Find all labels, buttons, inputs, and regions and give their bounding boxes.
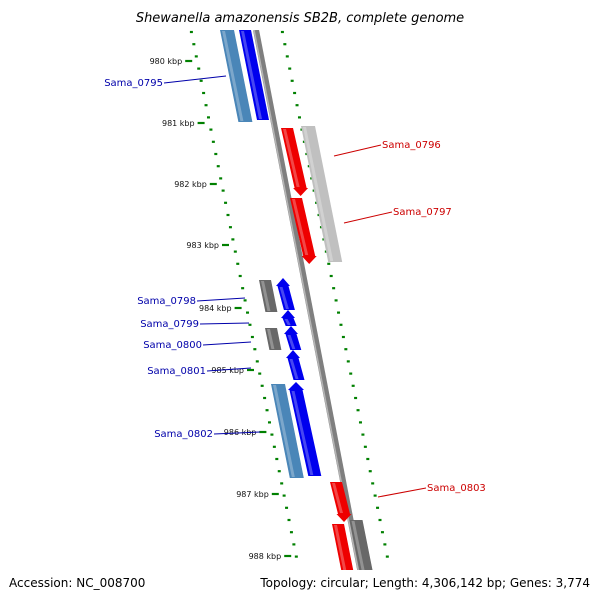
- gene-label-sama-0800[interactable]: Sama_0800: [143, 340, 252, 351]
- kbp-tick-label: 983 kbp: [186, 241, 219, 250]
- gene-sama-0802-feature[interactable]: [271, 384, 304, 478]
- gene-sama-0797-cds[interactable]: [290, 198, 317, 264]
- gene-sama-0803-cds[interactable]: [330, 482, 352, 522]
- kbp-tick-label: 982 kbp: [174, 180, 207, 189]
- outer-tick-track: [280, 30, 389, 558]
- gene-sama-0798-feature[interactable]: [259, 280, 278, 312]
- gene-sama-0795-feature[interactable]: [220, 30, 253, 122]
- gene-label-sama-0798[interactable]: Sama_0798: [137, 296, 246, 307]
- gene-label-text[interactable]: Sama_0803: [427, 483, 486, 494]
- kbp-tick-label: 988 kbp: [249, 552, 282, 561]
- gene-label-text[interactable]: Sama_0802: [154, 429, 213, 440]
- gene-label-sama-0802[interactable]: Sama_0802: [154, 429, 261, 440]
- gene-label-sama-0803[interactable]: Sama_0803: [377, 483, 486, 498]
- map-title: Shewanella amazonensis SB2B, complete ge…: [136, 11, 464, 26]
- gene-label-text[interactable]: Sama_0799: [140, 319, 199, 330]
- kbp-tick-label: 980 kbp: [150, 57, 183, 66]
- kbp-tick-label: 981 kbp: [162, 119, 195, 128]
- gene-sama-0802-cds[interactable]: [288, 382, 322, 476]
- title-backdrop: [0, 0, 600, 30]
- gene-label-sama-0799[interactable]: Sama_0799: [140, 319, 250, 330]
- gene-label-text[interactable]: Sama_0797: [393, 207, 452, 218]
- gene-label-text[interactable]: Sama_0796: [382, 140, 441, 151]
- kbp-tick-label: 985 kbp: [211, 366, 244, 375]
- gene-label-sama-0797[interactable]: Sama_0797: [343, 207, 452, 224]
- gene-sama-0796-cds[interactable]: [281, 128, 309, 196]
- footer-backdrop: [0, 570, 600, 600]
- gene-label-text[interactable]: Sama_0798: [137, 296, 196, 307]
- gene-label-sama-0801[interactable]: Sama_0801: [147, 366, 252, 377]
- gene-label-sama-0795[interactable]: Sama_0795: [104, 75, 227, 89]
- gene-label-text[interactable]: Sama_0801: [147, 366, 206, 377]
- gene-sama-0798-cds[interactable]: [276, 278, 295, 310]
- kbp-tick-label: 984 kbp: [199, 304, 232, 313]
- topology-info: Topology: circular; Length: 4,306,142 bp…: [259, 576, 590, 590]
- gene-label-text[interactable]: Sama_0795: [104, 78, 163, 89]
- gene-sama-0795-cds[interactable]: [239, 30, 269, 120]
- accession-info: Accession: NC_008700: [9, 576, 145, 590]
- gene-sama-0796-0797-feature[interactable]: [301, 126, 343, 262]
- gene-sama-0801-cds[interactable]: [286, 350, 305, 380]
- gene-sama-0800-cds[interactable]: [284, 326, 302, 350]
- kbp-tick-label: 987 kbp: [236, 490, 269, 499]
- gene-sama-0800-feature[interactable]: [265, 328, 282, 350]
- gene-label-text[interactable]: Sama_0800: [143, 340, 202, 351]
- gene-label-sama-0796[interactable]: Sama_0796: [333, 140, 441, 157]
- gene-sama-0799-cds[interactable]: [281, 310, 297, 326]
- inner-tick-track: [189, 30, 298, 558]
